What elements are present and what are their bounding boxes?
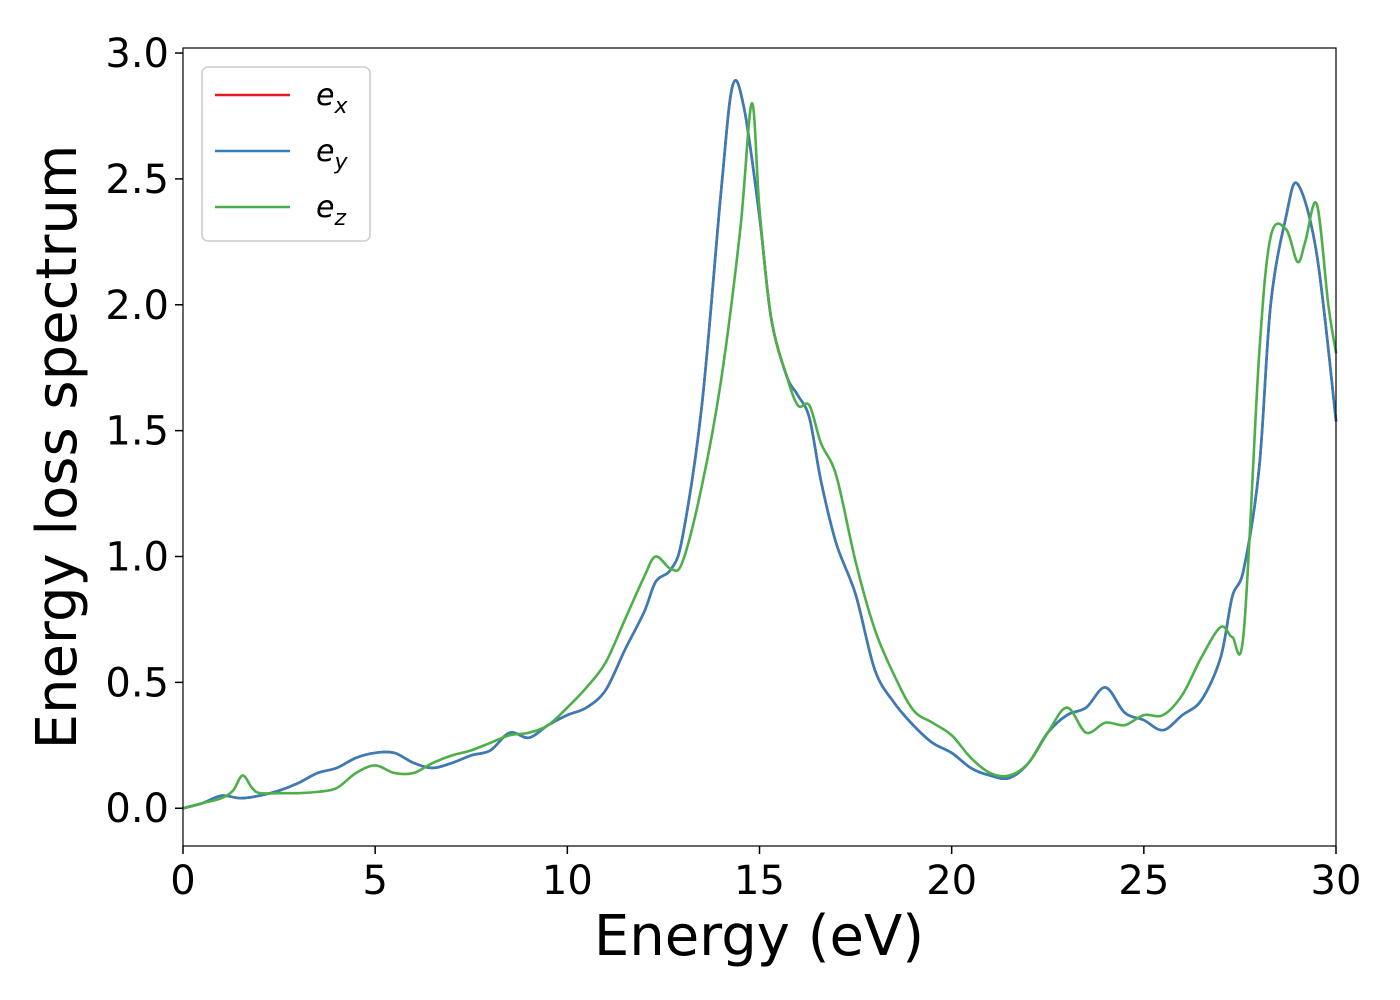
plot-area: [183, 48, 1336, 846]
x-tick-label: 25: [1118, 858, 1169, 904]
y-tick-label: 1.5: [105, 409, 169, 455]
y-tick-label: 2.0: [105, 283, 169, 329]
x-tick-label: 30: [1311, 858, 1362, 904]
x-tick-label: 20: [926, 858, 977, 904]
y-tick-label: 1.0: [105, 535, 169, 581]
x-tick-label: 0: [170, 858, 195, 904]
x-axis-title: Energy (eV): [594, 904, 924, 969]
x-tick-label: 10: [542, 858, 593, 904]
y-tick-label: 0.5: [105, 660, 169, 706]
x-tick-label: 5: [362, 858, 387, 904]
plot-lines: [181, 79, 1338, 810]
y-axis-ticks: 0.0 0.5 1.0 1.5 2.0 2.5 3.0: [105, 31, 183, 832]
legend: ex ey ez: [201, 66, 371, 242]
x-axis-ticks: 0 5 10 15 20 25 30: [170, 846, 1361, 904]
legend-box: [201, 66, 371, 242]
legend-label-x: ex: [316, 78, 348, 119]
legend-label-y: ey: [316, 134, 348, 175]
y-tick-label: 2.5: [105, 157, 169, 203]
series-line-z: [181, 102, 1338, 810]
y-tick-label: 0.0: [105, 786, 169, 832]
y-tick-label: 3.0: [105, 31, 169, 77]
y-axis-title: Energy loss spectrum: [25, 145, 90, 750]
legend-label-z: ez: [316, 190, 346, 231]
x-tick-label: 15: [734, 858, 785, 904]
